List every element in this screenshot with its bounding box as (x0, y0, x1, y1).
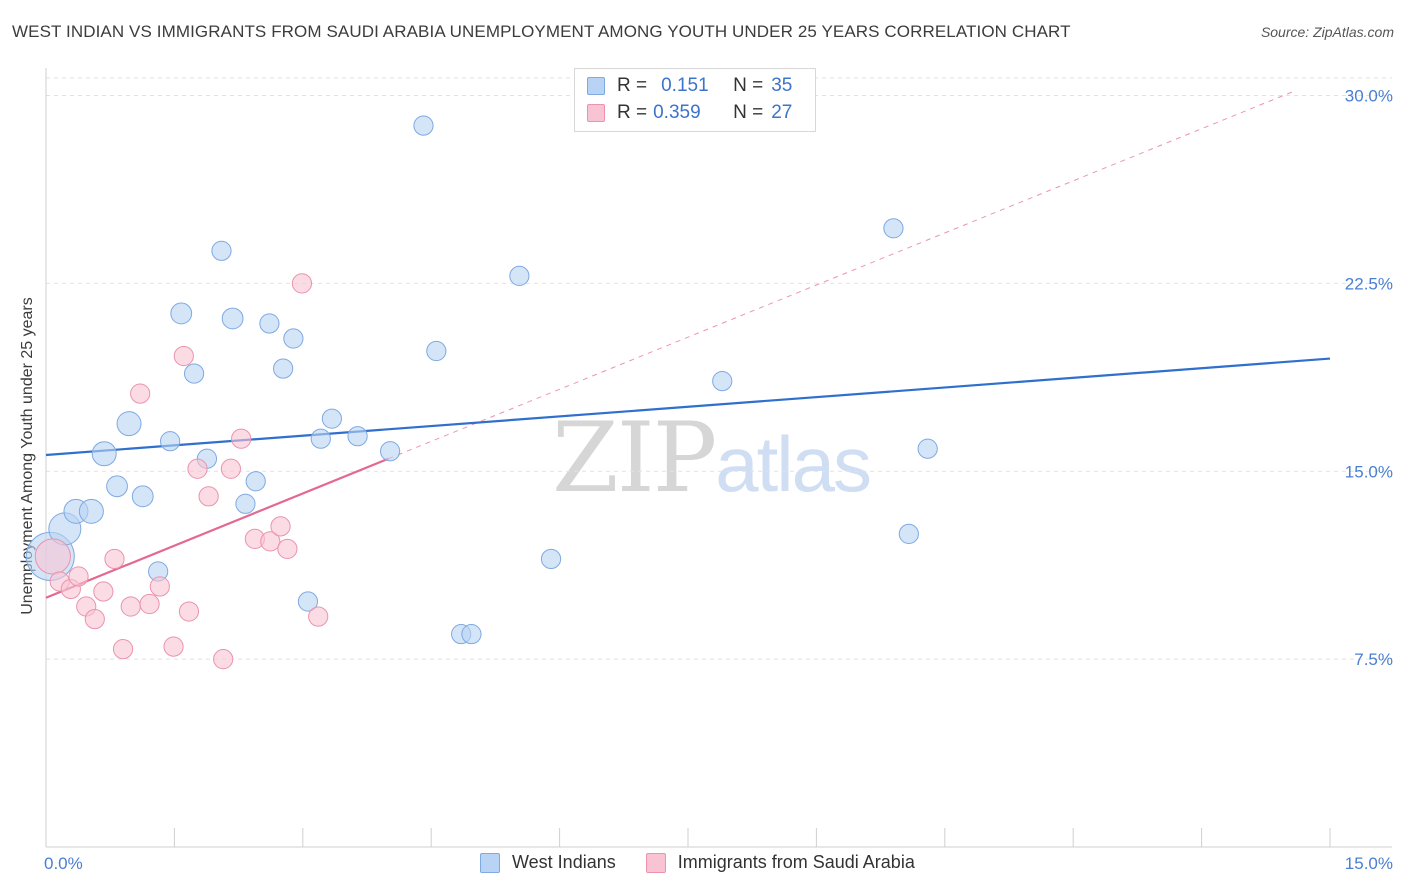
data-point-saudi-arabia (260, 531, 281, 552)
data-point-saudi-arabia (93, 581, 114, 602)
r-label: R = (617, 75, 648, 96)
data-point-west-indians (917, 438, 938, 459)
data-point-saudi-arabia (120, 596, 141, 617)
data-point-saudi-arabia (291, 273, 313, 294)
y-tick-label: 7.5% (1354, 650, 1393, 669)
legend-row-west-indians: R = 0.151 N = 35 (587, 74, 792, 98)
blue-swatch (480, 852, 500, 873)
data-point-saudi-arabia (277, 538, 298, 560)
trend-line-saudi-arabia (45, 457, 389, 599)
data-point-west-indians (221, 307, 244, 330)
data-point-west-indians (883, 218, 904, 239)
data-point-saudi-arabia (270, 516, 291, 537)
data-point-west-indians (426, 340, 447, 362)
watermark-zip: ZIP (552, 402, 717, 514)
data-point-west-indians (211, 240, 232, 261)
data-point-west-indians (321, 408, 343, 429)
y-tick-label: 30.0% (1345, 87, 1393, 106)
blue-swatch (587, 77, 605, 95)
r-value: 0.151 (661, 75, 709, 96)
y-tick-label: 15.0% (1345, 462, 1393, 481)
data-point-west-indians (712, 370, 733, 392)
chart-title: WEST INDIAN VS IMMIGRANTS FROM SAUDI ARA… (12, 22, 1071, 41)
trend-line-saudi-arabia-extended (388, 90, 1296, 460)
r-value: 0.359 (653, 102, 701, 123)
data-point-west-indians (461, 623, 482, 645)
data-point-saudi-arabia (130, 383, 151, 404)
legend-label: West Indians (512, 852, 616, 872)
data-point-saudi-arabia (163, 636, 184, 657)
data-point-west-indians (131, 485, 154, 508)
source-label[interactable]: Source: ZipAtlas.com (1260, 24, 1394, 40)
trend-lines (45, 90, 1331, 599)
data-point-west-indians (106, 475, 128, 498)
stats-legend: R = 0.151 N = 35 R = 0.359 N = 27 (574, 68, 816, 132)
legend-item-saudi-arabia[interactable]: Immigrants from Saudi Arabia (645, 852, 915, 873)
data-point-saudi-arabia (213, 649, 234, 670)
data-point-west-indians (380, 441, 401, 462)
data-point-saudi-arabia (104, 548, 125, 570)
data-point-saudi-arabia (139, 593, 160, 615)
data-point-west-indians (245, 471, 266, 492)
data-point-west-indians (78, 498, 104, 524)
data-point-saudi-arabia (84, 608, 105, 630)
data-point-west-indians (235, 493, 256, 514)
data-point-west-indians (413, 115, 434, 136)
watermark: ZIPatlas (552, 402, 872, 514)
data-point-west-indians (509, 265, 530, 286)
data-point-west-indians (170, 302, 193, 325)
data-points (25, 115, 938, 670)
data-point-saudi-arabia (198, 486, 219, 507)
data-point-saudi-arabia (34, 538, 71, 575)
n-value: 27 (771, 102, 793, 123)
data-point-saudi-arabia (68, 566, 89, 587)
r-label: R = (617, 102, 648, 123)
n-label: N = (733, 75, 764, 96)
data-point-west-indians (283, 328, 304, 349)
legend-item-west-indians[interactable]: West Indians (480, 852, 616, 873)
data-point-west-indians (347, 426, 368, 447)
data-point-west-indians (91, 441, 117, 467)
data-point-saudi-arabia (231, 428, 252, 449)
axes (45, 68, 1392, 848)
data-point-west-indians (273, 358, 294, 379)
data-point-west-indians (540, 548, 562, 570)
data-point-saudi-arabia (173, 345, 194, 367)
data-point-saudi-arabia (149, 576, 170, 597)
trend-line-west-indians (45, 357, 1331, 457)
legend-row-saudi-arabia: R = 0.359 N = 27 (587, 101, 792, 125)
data-point-saudi-arabia (220, 458, 241, 479)
series-legend: West Indians Immigrants from Saudi Arabi… (480, 852, 945, 873)
x-tick-label: 15.0% (1345, 854, 1393, 873)
data-point-west-indians (297, 591, 319, 612)
data-point-saudi-arabia (187, 458, 208, 479)
watermark-atlas: atlas (715, 420, 872, 508)
data-point-west-indians (259, 313, 280, 334)
data-point-west-indians (183, 363, 205, 384)
pink-swatch (587, 104, 605, 122)
data-point-west-indians (116, 411, 142, 437)
data-point-saudi-arabia (308, 606, 329, 627)
tick-labels: 7.5% 15.0% 22.5% 30.0% 0.0% 15.0% (44, 87, 1393, 873)
n-value: 35 (771, 75, 793, 96)
pink-swatch (645, 852, 666, 873)
data-point-west-indians (898, 523, 919, 544)
legend-label: Immigrants from Saudi Arabia (677, 852, 915, 872)
data-point-west-indians (160, 431, 181, 452)
x-tick-label: 0.0% (44, 854, 83, 873)
n-label: N = (733, 102, 764, 123)
data-point-saudi-arabia (112, 639, 134, 660)
y-tick-label: 22.5% (1345, 274, 1393, 293)
data-point-saudi-arabia (178, 601, 200, 622)
data-point-west-indians (310, 428, 331, 449)
